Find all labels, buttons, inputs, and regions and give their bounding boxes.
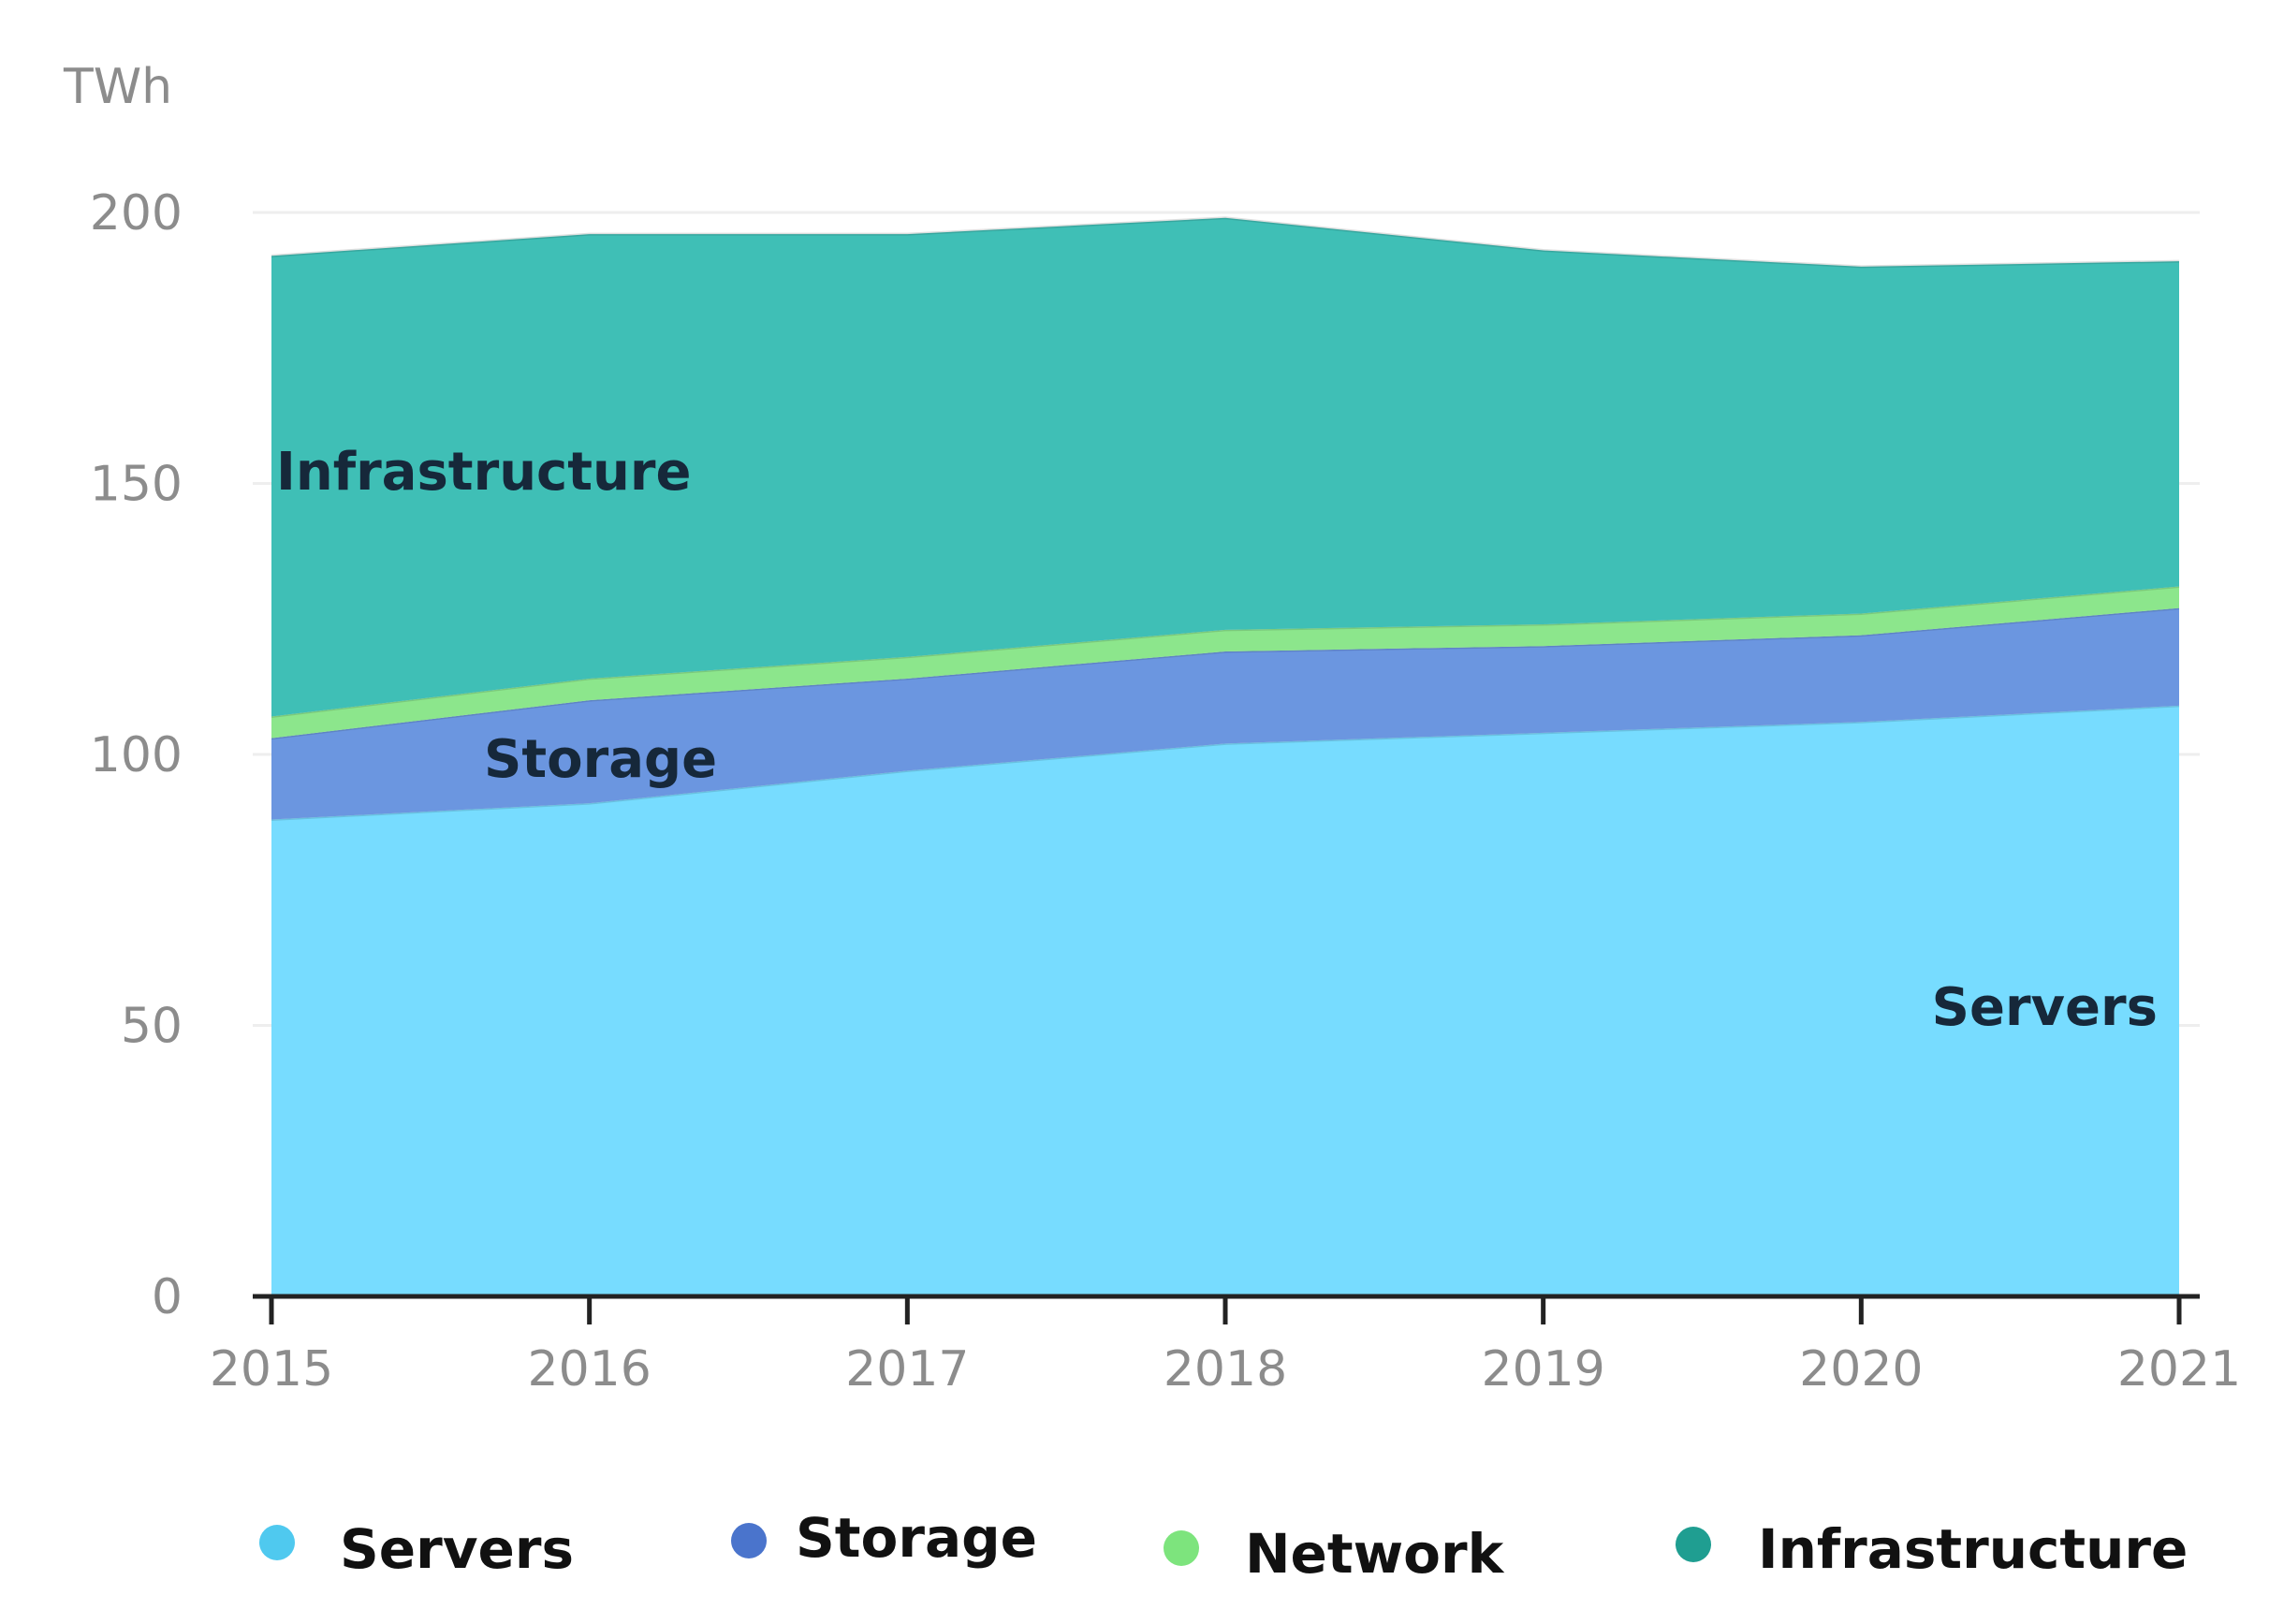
x-tick-label-2017: 2017 [845,1341,969,1397]
y-tick-label-150: 150 [90,457,183,513]
x-tick-label-2020: 2020 [1799,1341,1923,1397]
area-storage [271,607,2179,820]
legend-marker-storage [731,1523,767,1558]
legend-marker-infrastructure [1676,1527,1711,1562]
legend-label-infrastructure: Infrastructure [1758,1517,2188,1581]
legend-marker-servers [259,1525,295,1560]
legend-item-storage[interactable]: Storage [731,1506,1037,1570]
area-servers [271,705,2179,1296]
x-tick-label-2021: 2021 [2117,1341,2241,1397]
x-tick-label-2016: 2016 [527,1341,651,1397]
legend-label-storage: Storage [796,1506,1037,1570]
axes [253,1294,2200,1324]
area-network [271,586,2179,739]
legend-item-servers[interactable]: Servers [259,1517,574,1581]
x-tick-label-2018: 2018 [1164,1341,1287,1397]
stacked-areas [271,216,2180,1296]
y-axis-tick-labels: 0 50 100 150 200 [90,185,183,1325]
y-tick-label-0: 0 [152,1269,183,1325]
area-infrastructure [271,217,2179,717]
y-tick-label-200: 200 [90,185,183,241]
legend: Servers Storage Network Infrastructure [259,1506,2188,1586]
legend-label-servers: Servers [340,1517,574,1581]
annotation-storage: Storage [484,729,717,790]
x-axis-tick-labels: 2015 2016 2017 2018 2019 2020 2021 [210,1341,2241,1397]
annotation-servers: Servers [1932,977,2158,1038]
legend-item-infrastructure[interactable]: Infrastructure [1676,1517,2188,1581]
y-tick-label-100: 100 [90,727,183,783]
y-tick-label-50: 50 [121,999,183,1055]
x-tick-label-2019: 2019 [1481,1341,1604,1397]
y-axis-unit-label: TWh [63,59,172,115]
area-edge-infrastructure [271,216,2180,269]
legend-item-network[interactable]: Network [1164,1522,1505,1586]
x-tick-label-2015: 2015 [210,1341,333,1397]
legend-label-network: Network [1245,1522,1505,1586]
legend-marker-network [1164,1530,1199,1566]
annotation-infrastructure: Infrastructure [276,442,692,503]
